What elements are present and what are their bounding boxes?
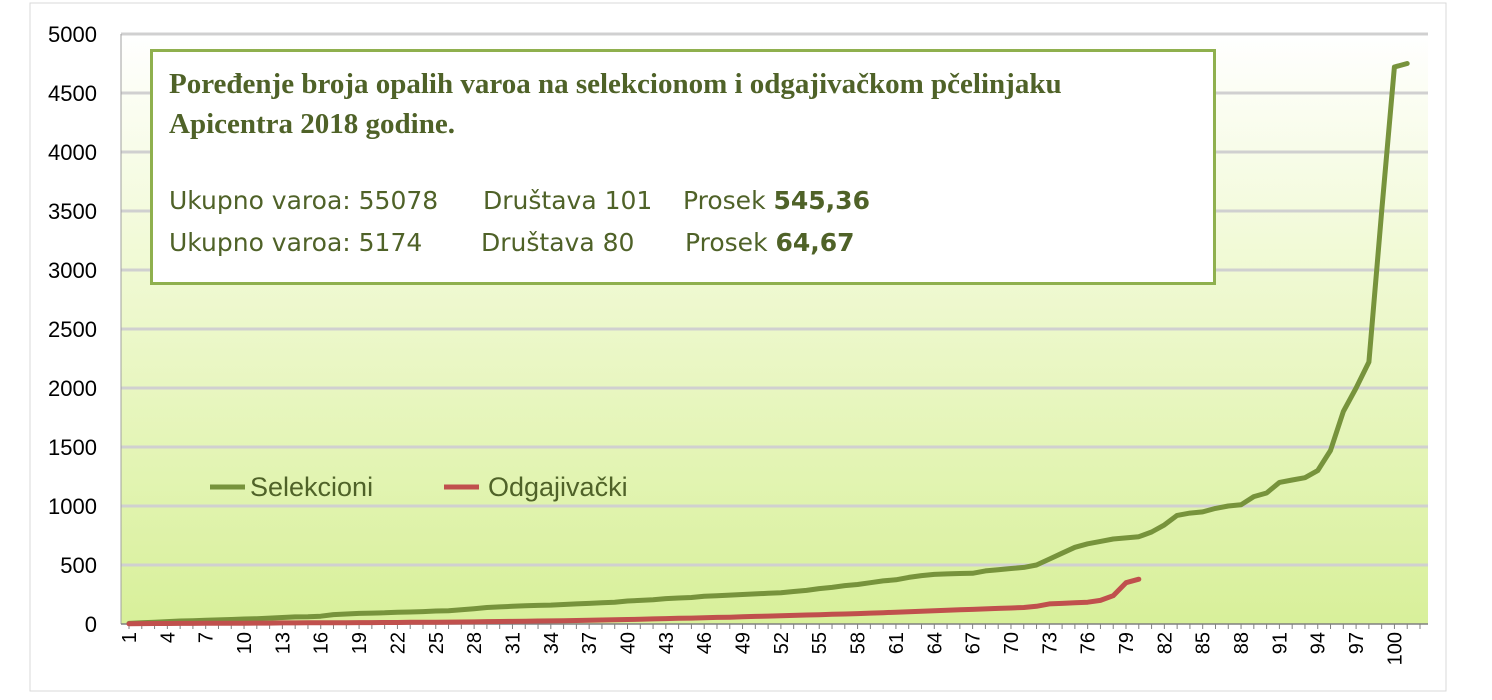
y-tick-label: 3000 [48, 258, 97, 283]
x-tick-label: 94 [1308, 632, 1330, 654]
x-tick-label: 22 [387, 632, 409, 654]
x-tick-label: 88 [1231, 632, 1253, 654]
x-tick-label: 52 [771, 632, 793, 654]
summary-average-value: 64,67 [775, 228, 855, 257]
x-tick-label: 1 [119, 632, 141, 643]
y-tick-label: 0 [85, 612, 97, 637]
x-tick-label: 4 [157, 632, 179, 643]
y-tick-label: 4000 [48, 140, 97, 165]
x-tick-label: 73 [1039, 632, 1061, 654]
summary-average: Prosek 64,67 [685, 228, 855, 257]
x-tick-label: 64 [924, 632, 946, 654]
summary-average-value: 545,36 [773, 186, 870, 215]
y-tick-label: 500 [60, 553, 97, 578]
x-tick-label: 70 [1001, 632, 1023, 654]
y-tick-label: 1000 [48, 494, 97, 519]
x-tick-label: 43 [656, 632, 678, 654]
x-tick-label: 10 [234, 632, 256, 654]
x-tick-label: 31 [502, 632, 524, 654]
x-tick-label: 55 [809, 632, 831, 654]
x-tick-label: 61 [886, 632, 908, 654]
y-tick-label: 2500 [48, 317, 97, 342]
x-tick-label: 40 [618, 632, 640, 654]
y-tick-label: 1500 [48, 435, 97, 460]
info-box: Poređenje broja opalih varoa na selekcio… [150, 49, 1216, 285]
summary-average: Prosek 545,36 [683, 186, 870, 215]
y-tick-label: 2000 [48, 376, 97, 401]
x-tick-label: 97 [1346, 632, 1368, 654]
x-tick-label: 67 [963, 632, 985, 654]
summary-average-prefix: Prosek [683, 186, 766, 215]
series-lines [126, 61, 1410, 627]
x-tick-label: 100 [1384, 632, 1406, 665]
x-tick-label: 7 [196, 632, 218, 643]
x-tick-label: 19 [349, 632, 371, 654]
summary-average-prefix: Prosek [685, 228, 768, 257]
legend-label: Selekcioni [250, 472, 373, 502]
x-tick-label: 79 [1116, 632, 1138, 654]
x-tick-label: 16 [311, 632, 333, 654]
x-tick-label: 37 [579, 632, 601, 654]
x-tick-label: 13 [272, 632, 294, 654]
x-tick-label: 76 [1078, 632, 1100, 654]
x-tick-label: 91 [1269, 632, 1291, 654]
x-tick-label: 25 [426, 632, 448, 654]
axes: 0 500 1000 1500 2000 2500 3000 3500 4000 4500 5000… [48, 22, 1428, 665]
summary-count: Društava 80 [481, 228, 635, 257]
x-tick-label: 85 [1193, 632, 1215, 654]
chart-title: Poređenje broja opalih varoa na selekcio… [169, 68, 1062, 140]
x-tick-label: 49 [733, 632, 755, 654]
summary-count: Društava 101 [483, 186, 653, 215]
x-tick-label: 46 [694, 632, 716, 654]
y-tick-label: 4500 [48, 81, 97, 106]
series-line-selekcioni [126, 61, 1410, 626]
x-tick-label: 34 [541, 632, 563, 654]
y-tick-label: 5000 [48, 22, 97, 47]
y-tick-label: 3500 [48, 199, 97, 224]
x-tick-label: 82 [1154, 632, 1176, 654]
series-line-odgajivacki [126, 576, 1142, 627]
summary-total: Ukupno varoa: 55078 [169, 186, 439, 215]
legend-label: Odgajivački [488, 472, 628, 502]
legend: Selekcioni Odgajivački [210, 472, 628, 502]
x-tick-label: 28 [464, 632, 486, 654]
x-tick-label: 58 [848, 632, 870, 654]
summary-total: Ukupno varoa: 5174 [169, 228, 423, 257]
